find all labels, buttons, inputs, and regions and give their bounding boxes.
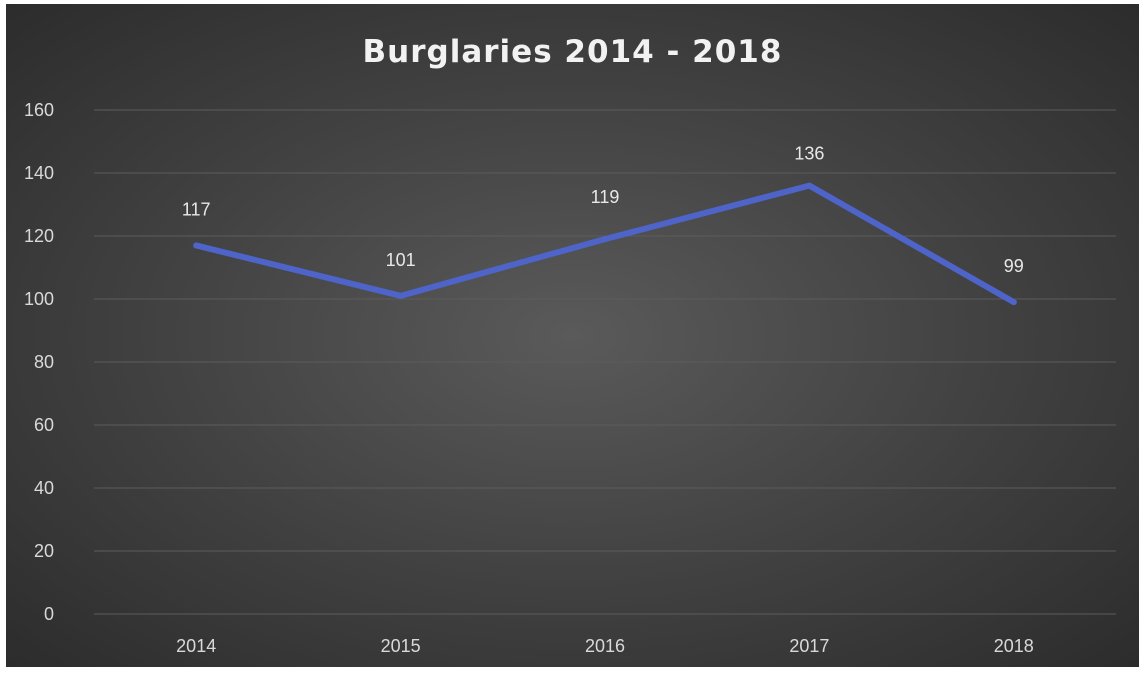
y-tick-label: 80 [34,352,54,372]
data-labels: 117 101 119 136 99 [182,144,1024,277]
data-point [602,236,608,243]
data-point [806,182,813,189]
data-point [193,242,200,249]
series-layer [193,182,1017,306]
y-tick-label: 120 [24,226,54,246]
data-label: 101 [386,250,416,270]
y-tick-label: 0 [44,604,54,624]
y-tick-label: 140 [24,163,54,183]
y-tick-label: 40 [34,478,54,498]
x-tick-label: 2017 [789,636,829,656]
gridlines [94,109,1116,615]
x-tick-label: 2016 [585,636,625,656]
data-label: 99 [1004,256,1024,276]
y-tick-label: 20 [34,541,54,561]
x-tick-label: 2014 [176,636,216,656]
x-tick-label: 2018 [994,636,1034,656]
x-tick-label: 2015 [381,636,421,656]
chart-frame: Burglaries 2014 - 2018 0 20 40 60 80 100 120 14… [6,4,1139,667]
chart-title: Burglaries 2014 - 2018 [362,34,783,70]
data-label: 117 [182,199,211,219]
y-tick-label: 60 [34,415,54,435]
y-tick-label: 160 [24,100,54,120]
data-point [397,292,404,299]
data-label: 136 [794,144,824,164]
y-axis-ticks: 0 20 40 60 80 100 120 140 160 [24,100,54,624]
data-label: 119 [591,187,620,207]
data-point [1010,299,1017,306]
x-axis-ticks: 2014 2015 2016 2017 2018 [176,636,1034,656]
y-tick-label: 100 [24,289,54,309]
